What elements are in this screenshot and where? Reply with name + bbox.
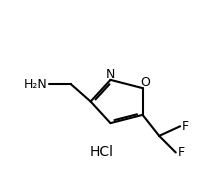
Text: HCl: HCl — [90, 145, 114, 159]
Text: H₂N: H₂N — [24, 78, 48, 90]
Text: F: F — [177, 146, 185, 159]
Text: N: N — [106, 68, 115, 81]
Text: F: F — [182, 120, 189, 133]
Text: O: O — [140, 76, 150, 89]
